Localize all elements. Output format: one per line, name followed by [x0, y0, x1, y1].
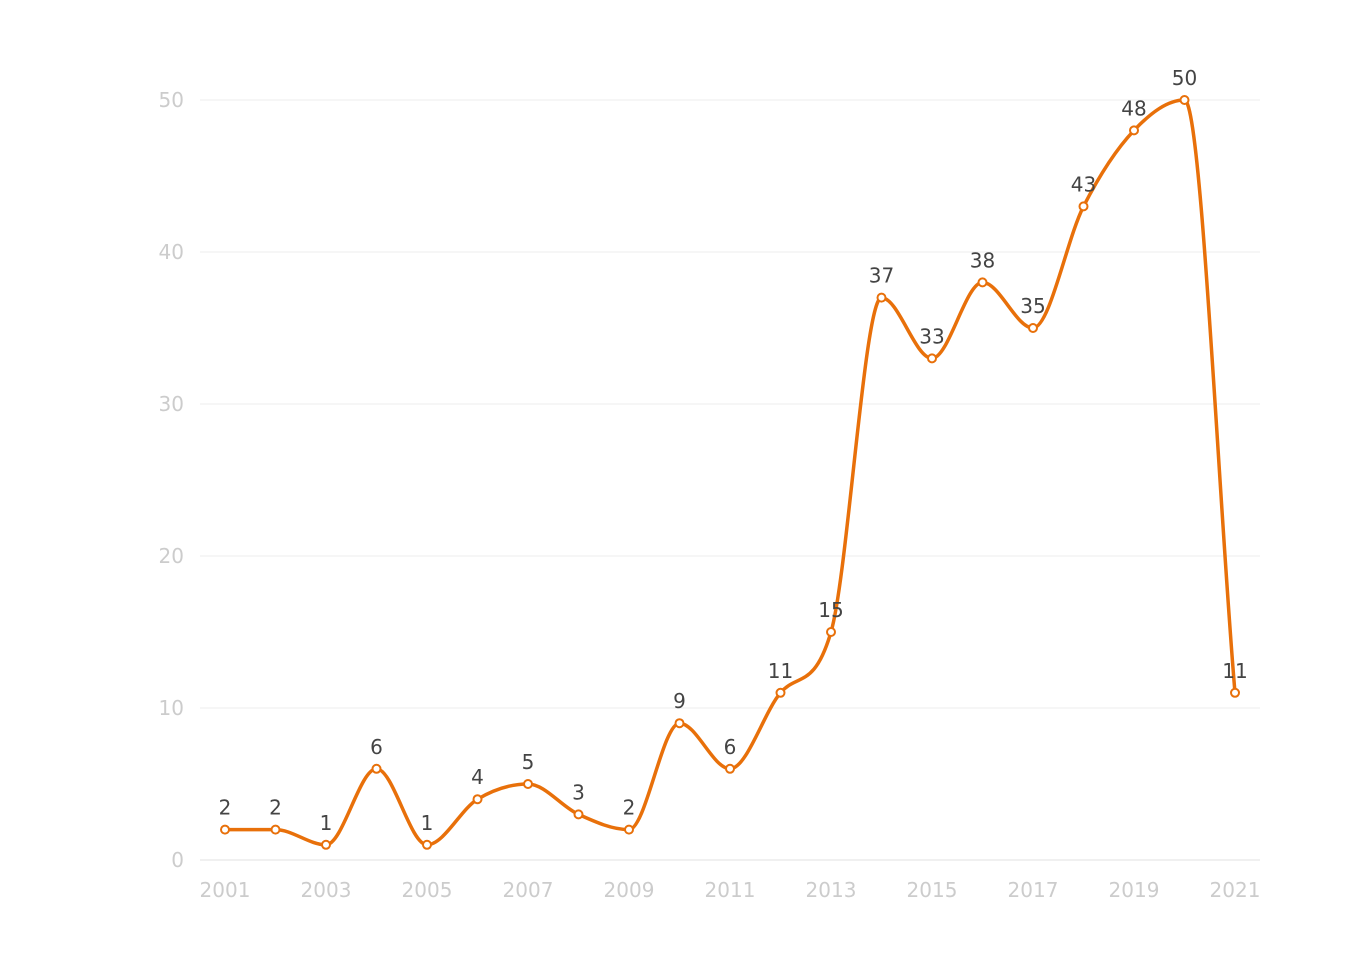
data-label: 6: [370, 735, 383, 759]
data-label: 37: [869, 264, 894, 288]
data-points: [220, 95, 1240, 850]
data-point: [321, 839, 331, 850]
data-point: [472, 794, 483, 805]
data-point: [573, 809, 584, 820]
y-tick-label: 10: [159, 696, 184, 720]
series-line: [223, 98, 1237, 847]
y-tick-label: 30: [159, 392, 184, 416]
data-label: 1: [421, 811, 434, 835]
data-point: [977, 277, 988, 288]
data-label: 3: [572, 780, 585, 804]
y-tick-label: 40: [159, 240, 184, 264]
x-tick-label: 2007: [503, 878, 554, 902]
data-label: 2: [219, 796, 232, 820]
data-label: 2: [623, 796, 636, 820]
data-label: 43: [1071, 172, 1096, 196]
data-label: 15: [818, 598, 843, 622]
data-point: [826, 627, 836, 637]
data-label: 33: [919, 324, 944, 348]
data-label: 11: [1222, 659, 1247, 683]
x-tick-label: 2019: [1109, 878, 1160, 902]
data-point: [371, 763, 382, 774]
data-point: [1028, 323, 1038, 333]
series: [223, 98, 1237, 847]
data-labels: 2 2 1 6 1 4 5 3 2 9 6 11 15 37 33 38 35 43 48 50 11: [219, 66, 1248, 835]
x-tick-label: 2011: [705, 878, 756, 902]
y-axis: 0 10 20 30 40 50: [159, 88, 184, 872]
data-label: 4: [471, 765, 484, 789]
x-tick-label: 2003: [301, 878, 352, 902]
data-point: [1230, 687, 1240, 698]
data-point: [775, 687, 786, 698]
data-label: 35: [1020, 294, 1045, 318]
data-label: 2: [269, 796, 282, 820]
data-point: [876, 292, 887, 303]
grid: [200, 99, 1260, 861]
x-tick-label: 2009: [604, 878, 655, 902]
data-point: [1078, 201, 1089, 212]
data-point: [1129, 125, 1139, 136]
data-point: [422, 839, 432, 850]
data-label: 48: [1121, 96, 1146, 120]
x-tick-label: 2015: [907, 878, 958, 902]
x-tick-label: 2005: [402, 878, 453, 902]
data-label: 9: [673, 689, 686, 713]
data-label: 6: [724, 735, 737, 759]
data-label: 50: [1172, 66, 1197, 90]
x-tick-label: 2021: [1210, 878, 1261, 902]
data-point: [523, 779, 533, 789]
x-axis: 2001 2003 2005 2007 2009 2011 2013 2015 2017 2019…: [200, 878, 1261, 902]
data-point: [270, 824, 281, 835]
data-point: [220, 824, 230, 835]
y-tick-label: 0: [171, 848, 184, 872]
x-tick-label: 2013: [806, 878, 857, 902]
data-label: 5: [522, 750, 535, 774]
data-point: [725, 763, 735, 774]
x-tick-label: 2017: [1008, 878, 1059, 902]
data-label: 1: [320, 811, 333, 835]
data-point: [624, 824, 634, 835]
data-point: [674, 718, 685, 729]
data-point: [927, 353, 937, 364]
y-tick-label: 50: [159, 88, 184, 112]
x-tick-label: 2001: [200, 878, 251, 902]
data-label: 11: [768, 659, 793, 683]
y-tick-label: 20: [159, 544, 184, 568]
data-point: [1179, 95, 1190, 105]
data-label: 38: [970, 248, 995, 272]
